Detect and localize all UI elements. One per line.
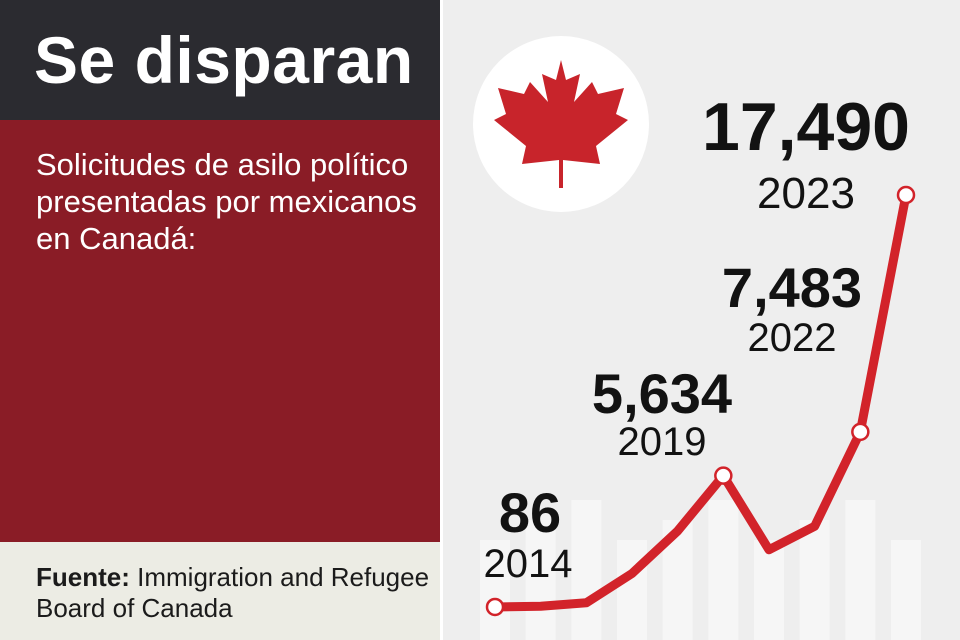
value-label-2019: 5,634 [592, 362, 732, 425]
background-column [799, 520, 830, 640]
data-points [485, 185, 916, 617]
description-panel: Solicitudes de asilo político presentada… [0, 120, 440, 542]
maple-leaf-shape [494, 60, 628, 188]
data-point-2014 [485, 597, 505, 617]
source-text: Immigration and Refugee Board of Canada [36, 562, 430, 623]
divider [440, 0, 443, 640]
value-label-2023: 17,490 [702, 89, 910, 165]
background-column [845, 500, 876, 640]
background-column [571, 500, 602, 640]
info-panel: Se disparan Solicitudes de asilo polític… [0, 0, 440, 640]
source-note: Fuente: Immigration and Refugee Board of… [36, 562, 431, 624]
background-column [525, 520, 556, 640]
data-point-2019 [714, 466, 733, 485]
source-box: Fuente: Immigration and Refugee Board of… [0, 542, 440, 640]
background-column [617, 540, 647, 640]
subtitle: Solicitudes de asilo político presentada… [36, 147, 417, 256]
data-point-2022 [851, 422, 870, 442]
background-bars [480, 500, 921, 640]
canada-maple-leaf-icon [473, 36, 649, 212]
background-column [708, 500, 739, 640]
series-line [490, 190, 911, 612]
year-label-2014: 2014 [484, 542, 573, 586]
value-label-2022: 7,483 [722, 256, 862, 319]
year-label-2022: 2022 [748, 316, 837, 360]
title-box: Se disparan [0, 0, 440, 120]
background-column [754, 540, 784, 640]
headline: Se disparan [34, 23, 414, 97]
value-label-2014: 86 [499, 481, 561, 544]
data-point-2023 [896, 185, 916, 205]
background-column [480, 540, 510, 640]
year-label-2019: 2019 [618, 420, 707, 464]
year-label-2023: 2023 [757, 169, 855, 218]
source-label: Fuente: [36, 562, 130, 592]
background-column [891, 540, 921, 640]
